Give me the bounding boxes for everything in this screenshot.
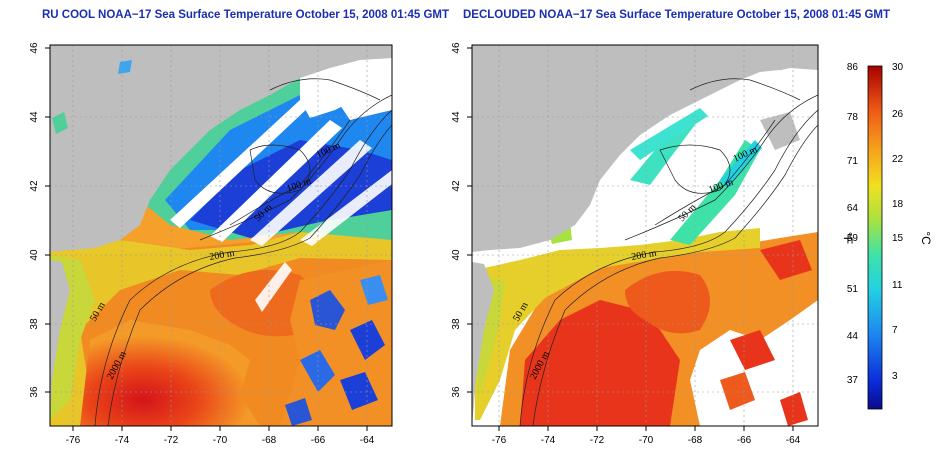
right-map-title: DECLOUDED NOAA−17 Sea Surface Temperatur… xyxy=(463,9,891,21)
colorbar-f-tick: 44 xyxy=(847,331,859,342)
colorbar-c-tick: 22 xyxy=(892,154,904,165)
left-lon-tick: -68 xyxy=(262,435,277,446)
right-lon-tick: -70 xyxy=(639,435,654,446)
right-contours xyxy=(519,78,818,426)
colorbar-c-tick: 7 xyxy=(892,325,898,336)
colorbar-unit-fahrenheit: °F xyxy=(841,232,855,244)
colorbar-c-labels: 30 26 22 18 15 11 7 3 xyxy=(892,62,904,382)
right-lon-tick: -74 xyxy=(541,435,556,446)
right-lon-tick: -72 xyxy=(590,435,605,446)
colorbar-f-tick: 37 xyxy=(847,375,859,386)
left-gridlines xyxy=(50,45,392,426)
colorbar-gradient xyxy=(867,65,883,410)
left-lon-tick: -76 xyxy=(66,435,81,446)
left-lat-tick: 44 xyxy=(29,111,40,123)
left-map-frame xyxy=(49,44,393,427)
right-ticks xyxy=(467,47,794,431)
left-lon-tick: -74 xyxy=(115,435,130,446)
colorbar-c-tick: 18 xyxy=(892,199,904,210)
left-lon-tick: -72 xyxy=(164,435,179,446)
colorbar-c-tick: 15 xyxy=(892,233,904,244)
right-lon-tick: -76 xyxy=(492,435,507,446)
colorbar-f-tick: 71 xyxy=(847,156,859,167)
contour-label-200m: 200 m xyxy=(631,248,658,263)
colorbar-f-tick: 59 xyxy=(847,233,859,244)
left-gulf-stream xyxy=(80,320,260,426)
left-lat-tick: 42 xyxy=(29,180,40,192)
right-gridlines xyxy=(472,45,818,426)
right-map-panel: 100 m 100 m 50 m 200 m 50 m 2000 m -76 -… xyxy=(451,42,819,446)
left-map-panel: 100 m 100 m 50 m 200 m 50 m 2000 m -76 -… xyxy=(29,42,393,446)
colorbar-unit-celsius: °C xyxy=(919,231,933,245)
right-land xyxy=(472,45,818,252)
left-contours xyxy=(94,78,392,426)
right-lat-tick: 40 xyxy=(451,249,462,261)
colorbar-f-tick: 86 xyxy=(847,62,859,73)
left-lat-tick: 40 xyxy=(29,249,40,261)
colorbar-f-tick: 78 xyxy=(847,112,859,123)
colorbar-c-tick: 3 xyxy=(892,371,898,382)
right-lat-tick: 44 xyxy=(451,111,462,123)
left-lat-tick: 36 xyxy=(29,386,40,398)
left-lat-tick: 38 xyxy=(29,318,40,330)
right-lon-tick: -64 xyxy=(786,435,801,446)
right-lat-tick: 46 xyxy=(451,42,462,54)
colorbar-f-labels: 86 78 71 64 59 51 44 37 xyxy=(847,62,859,386)
left-lat-labels: 36 38 40 42 44 46 xyxy=(29,42,40,398)
left-lat-tick: 46 xyxy=(29,42,40,54)
left-ticks xyxy=(45,47,368,431)
colorbar-f-tick: 64 xyxy=(847,203,859,214)
colorbar: 86 78 71 64 59 51 44 37 30 26 22 18 15 1… xyxy=(841,62,933,410)
contour-label-200m: 200 m xyxy=(209,248,236,263)
left-lon-tick: -64 xyxy=(360,435,375,446)
right-lon-tick: -68 xyxy=(688,435,703,446)
colorbar-c-tick: 26 xyxy=(892,109,904,120)
right-lon-tick: -66 xyxy=(737,435,752,446)
left-lon-tick: -70 xyxy=(213,435,228,446)
left-map-title: RU COOL NOAA−17 Sea Surface Temperature … xyxy=(42,9,450,21)
right-gulf-stream xyxy=(520,300,680,426)
left-lon-tick: -66 xyxy=(311,435,326,446)
right-lat-tick: 38 xyxy=(451,318,462,330)
left-lon-labels: -76 -74 -72 -70 -68 -66 -64 xyxy=(66,435,375,446)
right-lat-tick: 36 xyxy=(451,386,462,398)
colorbar-f-tick: 51 xyxy=(847,284,859,295)
right-map-frame xyxy=(471,44,819,427)
colorbar-c-tick: 11 xyxy=(892,280,903,291)
right-lat-labels: 36 38 40 42 44 46 xyxy=(451,42,462,398)
right-lon-labels: -76 -74 -72 -70 -68 -66 -64 xyxy=(492,435,801,446)
colorbar-c-tick: 30 xyxy=(892,62,904,73)
right-lat-tick: 42 xyxy=(451,180,462,192)
left-land xyxy=(50,45,392,252)
